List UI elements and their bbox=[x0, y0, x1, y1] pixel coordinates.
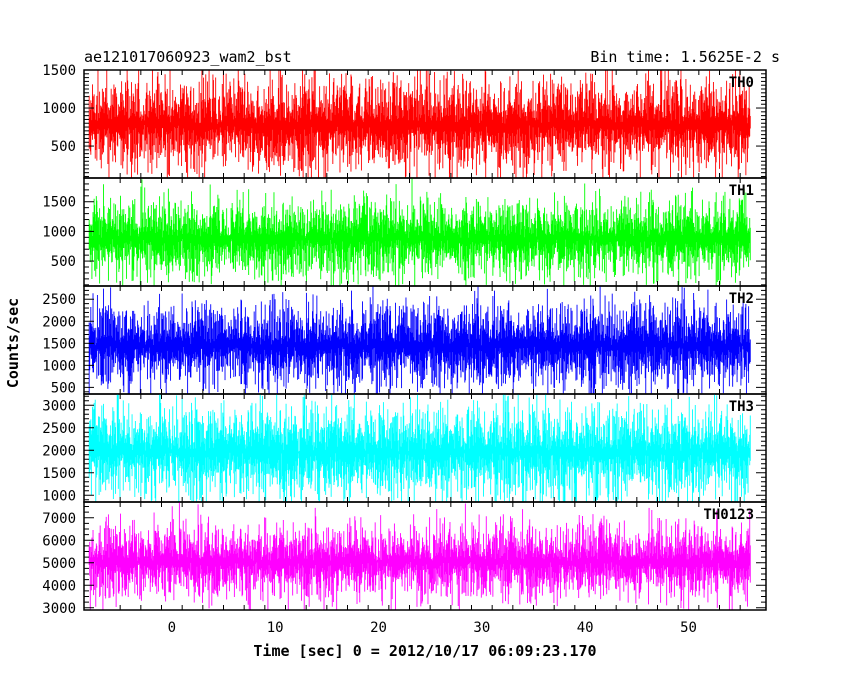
y-tick-label: 500 bbox=[51, 380, 76, 396]
y-tick-label: 7000 bbox=[42, 511, 76, 527]
y-tick-label: 1000 bbox=[42, 358, 76, 374]
y-tick-label: 2500 bbox=[42, 292, 76, 308]
legend-label-th0123: TH0123 bbox=[703, 507, 754, 523]
bin-time-label: Bin time: 1.5625E-2 s bbox=[590, 48, 780, 66]
x-tick-label: 0 bbox=[168, 620, 176, 636]
y-tick-label: 1500 bbox=[42, 466, 76, 482]
x-axis-title: Time [sec] 0 = 2012/10/17 06:09:23.170 bbox=[253, 642, 596, 660]
y-tick-label: 1000 bbox=[42, 488, 76, 504]
panel-th3: 1000 1500 2000 2500 3000 TH3 bbox=[42, 393, 767, 504]
x-tick-label: 10 bbox=[267, 620, 284, 636]
series-line-th3 bbox=[88, 394, 751, 502]
y-tick-label: 1500 bbox=[42, 63, 76, 79]
y-tick-label: 1000 bbox=[42, 224, 76, 240]
chart-title: ae121017060923_wam2_bst bbox=[84, 48, 292, 66]
legend-label-th0: TH0 bbox=[729, 75, 754, 91]
legend-label-th1: TH1 bbox=[729, 183, 754, 199]
series-line-th1 bbox=[88, 178, 751, 286]
panel-th0123: 3000 4000 5000 6000 7000 TH0123 bbox=[42, 501, 767, 617]
y-tick-label: 2500 bbox=[42, 421, 76, 437]
y-tick-label: 1500 bbox=[42, 195, 76, 211]
y-tick-label: 500 bbox=[51, 254, 76, 270]
series-line-th0 bbox=[88, 70, 751, 178]
y-tick-label: 1500 bbox=[42, 336, 76, 352]
y-tick-label: 2000 bbox=[42, 443, 76, 459]
legend-label-th3: TH3 bbox=[729, 399, 754, 415]
x-tick-label: 20 bbox=[370, 620, 387, 636]
series-line-th0123 bbox=[88, 502, 751, 610]
panel-th2: 500 1000 1500 2000 2500 TH2 bbox=[42, 285, 767, 396]
y-tick-label: 4000 bbox=[42, 578, 76, 594]
y-tick-label: 3000 bbox=[42, 398, 76, 414]
panel-th1: 500 1000 1500 TH1 bbox=[42, 177, 767, 287]
x-tick-label: 50 bbox=[680, 620, 697, 636]
y-tick-label: 6000 bbox=[42, 533, 76, 549]
y-axis-title: Counts/sec bbox=[4, 298, 22, 388]
series-line-th2 bbox=[88, 286, 751, 394]
x-tick-label: 30 bbox=[473, 620, 490, 636]
y-tick-label: 2000 bbox=[42, 314, 76, 330]
y-tick-label: 5000 bbox=[42, 556, 76, 572]
panel-frame bbox=[83, 501, 767, 611]
y-tick-label: 1000 bbox=[42, 101, 76, 117]
y-tick-label: 500 bbox=[51, 139, 76, 155]
y-tick-label: 3000 bbox=[42, 601, 76, 617]
x-tick-label: 40 bbox=[577, 620, 594, 636]
legend-label-th2: TH2 bbox=[729, 291, 754, 307]
